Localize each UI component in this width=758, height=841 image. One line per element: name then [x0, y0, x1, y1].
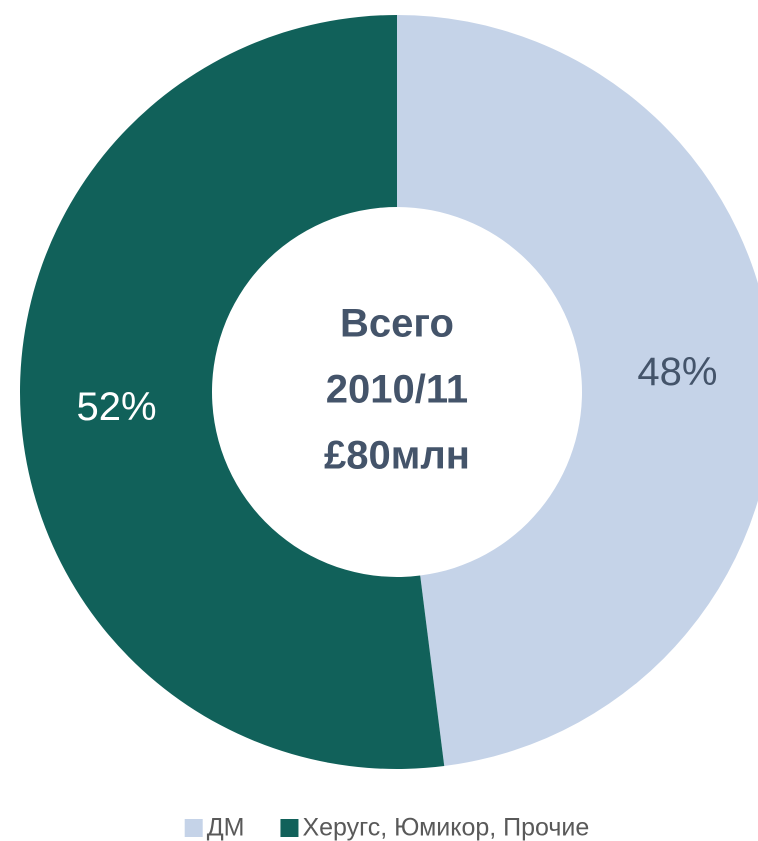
data-label: 52% [77, 385, 157, 429]
legend-swatch [184, 819, 203, 837]
center-text: Всего [340, 302, 454, 346]
data-label: 48% [637, 350, 717, 394]
center-text: 2010/11 [326, 368, 468, 412]
legend-label: ДМ [207, 814, 245, 841]
legend-swatch [280, 819, 299, 837]
legend: ДМ Херугс, Юмикор, Прочие [184, 814, 589, 841]
donut-slice [19, 15, 445, 769]
legend-label: Херугс, Юмикор, Прочие [302, 814, 589, 841]
center-text: £80млн [324, 434, 470, 478]
donut-slice [397, 15, 758, 767]
